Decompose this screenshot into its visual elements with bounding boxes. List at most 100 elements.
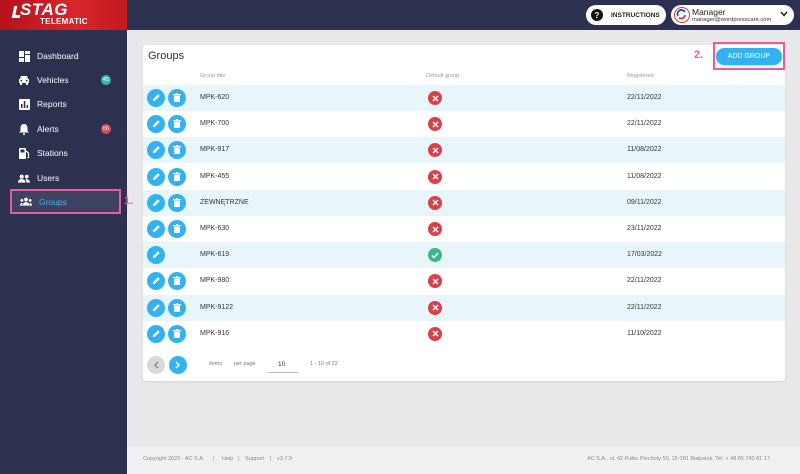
delete-button[interactable] <box>168 220 186 238</box>
delete-button[interactable] <box>168 193 186 212</box>
cross-icon <box>428 274 442 289</box>
registered-date: 23/11/2022 <box>627 225 662 232</box>
delete-button[interactable] <box>168 272 186 291</box>
edit-button[interactable] <box>147 167 165 186</box>
alerts-count-badge: 66 <box>100 124 111 134</box>
pencil-icon <box>152 115 161 133</box>
sidebar-item-users[interactable]: Users <box>10 166 121 190</box>
edit-button[interactable] <box>147 115 165 134</box>
table-row: ZEWNĘTRZNE 09/11/2022 <box>143 189 785 216</box>
support-link[interactable]: Support <box>245 456 265 462</box>
sidebar-item-label: Dashboard <box>37 51 79 61</box>
page-title: Groups <box>148 50 185 62</box>
step-marker-2: 2. <box>694 49 704 61</box>
trash-icon <box>173 194 181 212</box>
sidebar-item-vehicles[interactable]: Vehicles 45 <box>10 68 121 92</box>
group-title: MPK-980 <box>200 277 230 285</box>
user-menu-button[interactable]: Manager manager@wordpresscare.com <box>671 5 794 25</box>
per-page-input[interactable] <box>268 356 298 373</box>
sidebar-item-reports[interactable]: Reports <box>10 92 121 116</box>
table-row: MPK-455 11/08/2022 <box>143 164 785 190</box>
cross-icon <box>428 195 442 210</box>
add-group-highlight <box>713 42 785 70</box>
help-icon: ? <box>591 9 603 21</box>
cross-icon <box>428 222 442 236</box>
stag-telematic-logo[interactable]: STAG TELEMATIC <box>0 0 127 30</box>
group-title: MPK-916 <box>200 329 230 337</box>
registered-date: 22/11/2022 <box>627 94 662 101</box>
sidebar-item-stations[interactable]: Stations <box>10 141 121 165</box>
check-icon <box>428 248 442 263</box>
registered-date: 11/08/2022 <box>627 172 662 180</box>
delete-button[interactable] <box>168 141 186 160</box>
edit-button[interactable] <box>147 324 165 343</box>
prev-page-button[interactable] <box>147 356 165 374</box>
vehicles-count-badge: 45 <box>100 75 111 85</box>
table-row: MPK-630 23/11/2022 <box>143 216 785 242</box>
sidebar-item-label: Groups <box>39 196 67 207</box>
trash-icon <box>173 89 181 107</box>
instructions-button[interactable]: ? INSTRUCTIONS <box>586 5 666 25</box>
table-row: MPK-9122 22/11/2022 <box>143 294 785 321</box>
pencil-icon <box>152 141 161 159</box>
sidebar-item-label: Users <box>37 173 60 183</box>
delete-button[interactable] <box>168 298 186 317</box>
trash-icon <box>173 272 181 290</box>
add-group-button[interactable]: ADD GROUP <box>716 48 782 65</box>
edit-button[interactable] <box>147 246 165 265</box>
registered-date: 11/08/2022 <box>627 146 662 154</box>
column-header-registered[interactable]: Registered <box>627 73 654 79</box>
registered-date: 17/03/2022 <box>627 251 663 259</box>
footer-separator: | <box>270 456 272 462</box>
logo-line1: STAG <box>20 0 68 19</box>
edit-button[interactable] <box>147 220 165 238</box>
pencil-icon <box>152 89 161 107</box>
delete-button[interactable] <box>168 115 186 134</box>
group-title: MPK-9122 <box>200 303 234 311</box>
copyright: Copyright 2022 - AC S.A. <box>143 456 205 462</box>
delete-button[interactable] <box>168 324 186 343</box>
pencil-icon <box>152 194 161 212</box>
sidebar-item-dashboard[interactable]: Dashboard <box>10 44 121 68</box>
groups-card: Groups 2. ADD GROUP Group title Default … <box>143 42 785 381</box>
edit-button[interactable] <box>147 298 165 317</box>
group-title: MPK-620 <box>200 94 230 101</box>
pencil-icon <box>152 168 161 186</box>
sidebar-item-groups[interactable]: Groups <box>10 189 121 214</box>
footer-separator: | <box>238 456 240 462</box>
pencil-icon <box>152 299 161 317</box>
edit-button[interactable] <box>147 141 165 160</box>
column-header-title[interactable]: Group title <box>200 73 226 79</box>
cross-icon <box>428 117 442 132</box>
sidebar-item-alerts[interactable]: Alerts 66 <box>10 117 121 141</box>
trash-icon <box>173 141 181 159</box>
chevron-down-icon <box>780 10 788 19</box>
edit-button[interactable] <box>147 89 165 107</box>
help-link[interactable]: Help <box>222 456 234 462</box>
group-title: MPK-917 <box>200 146 230 154</box>
sidebar-item-label: Reports <box>37 99 67 109</box>
edit-button[interactable] <box>147 272 165 291</box>
delete-button[interactable] <box>168 89 186 107</box>
trash-icon <box>173 168 181 186</box>
edit-button[interactable] <box>147 193 165 212</box>
column-header-default[interactable]: Default group <box>426 73 460 79</box>
trash-icon <box>173 299 181 317</box>
pencil-icon <box>152 272 161 290</box>
footer: Copyright 2022 - AC S.A. | Help | Suppor… <box>127 447 800 474</box>
fuel-station-icon <box>18 147 30 159</box>
user-email: manager@wordpresscare.com <box>692 17 772 23</box>
delete-button[interactable] <box>168 167 186 186</box>
bell-icon <box>18 123 30 135</box>
pencil-icon <box>152 220 161 238</box>
cross-icon <box>428 326 442 341</box>
sidebar-item-label: Stations <box>37 148 68 158</box>
pagination: items per page 1 - 10 of 22 <box>143 354 785 381</box>
car-icon <box>18 74 30 86</box>
sidebar-item-label: Alerts <box>37 124 59 134</box>
per-page-label: per page <box>234 361 256 367</box>
cross-icon <box>428 300 442 315</box>
next-page-button[interactable] <box>169 356 187 374</box>
registered-date: 22/11/2022 <box>627 120 662 128</box>
group-title: ZEWNĘTRZNE <box>200 198 249 206</box>
